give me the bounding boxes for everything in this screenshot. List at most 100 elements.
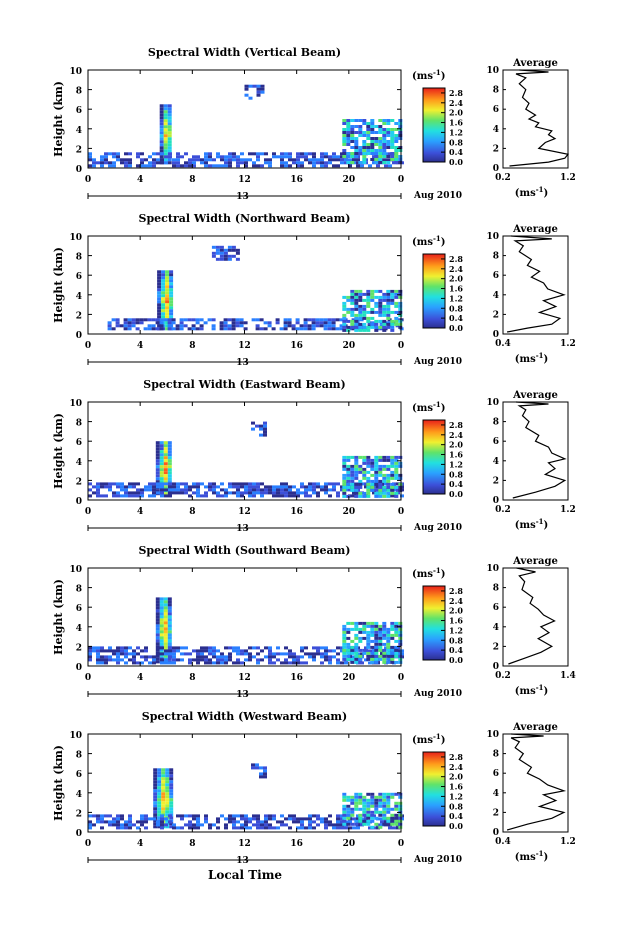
heatmap-cell xyxy=(256,482,260,486)
heatmap-cell xyxy=(159,615,164,619)
heatmap-cell xyxy=(100,826,104,830)
x-tick-label: 0 xyxy=(398,507,404,517)
heatmap-cell xyxy=(100,164,104,168)
heatmap-cell xyxy=(268,823,272,827)
heatmap-cell xyxy=(236,155,240,159)
heatmap-cell xyxy=(212,158,216,162)
heatmap-cell xyxy=(100,482,104,486)
heatmap-cell xyxy=(358,134,363,137)
heatmap-cell xyxy=(160,482,164,486)
heatmap-cell xyxy=(169,300,174,304)
heatmap-cell xyxy=(96,814,100,818)
heatmap-cell xyxy=(163,630,168,634)
heatmap-cell xyxy=(354,795,359,799)
heatmap-cell xyxy=(300,661,304,665)
heatmap-cell xyxy=(342,491,347,495)
x-tick-label: 0 xyxy=(85,341,91,351)
heatmap-cell xyxy=(390,654,395,658)
heatmap-cell xyxy=(168,649,172,653)
heatmap-cell xyxy=(124,161,128,165)
heatmap-cell xyxy=(354,152,359,155)
heatmap-cell xyxy=(208,485,212,489)
y-tick-label: 8 xyxy=(76,751,82,761)
heatmap-cell xyxy=(382,479,387,483)
date-tick-label: 13 xyxy=(236,358,249,368)
heatmap-cell xyxy=(268,646,272,650)
heatmap-cell xyxy=(168,652,172,656)
heatmap-cell xyxy=(156,820,160,824)
heatmap-cell xyxy=(236,658,240,662)
heatmap-cell xyxy=(148,655,152,659)
heatmap-cell xyxy=(366,131,371,134)
heatmap-cell xyxy=(352,826,356,830)
heatmap-cell xyxy=(160,494,164,498)
heatmap-cell xyxy=(220,482,224,486)
heatmap-cell xyxy=(366,328,371,332)
heatmap-cell xyxy=(152,491,156,495)
heatmap-cell xyxy=(167,143,172,147)
y-tick-label: 0 xyxy=(76,331,82,341)
heatmap-cell xyxy=(394,807,399,811)
y-tick-label: 10 xyxy=(69,565,82,575)
heatmap-cell xyxy=(163,456,168,460)
heatmap-cell xyxy=(300,485,304,489)
heatmap-cell xyxy=(374,798,379,802)
heatmap-cell xyxy=(161,789,166,793)
heatmap-cell xyxy=(195,321,200,325)
heatmap-cell xyxy=(390,295,395,299)
heatmap-cell xyxy=(276,658,280,662)
heatmap-cell xyxy=(172,652,176,656)
x-tick-label: 0 xyxy=(398,673,404,683)
heatmap-cell xyxy=(147,318,152,322)
heatmap-cell xyxy=(350,476,355,480)
heatmap-cell xyxy=(382,328,387,332)
heatmap-cell xyxy=(354,125,359,128)
heatmap-cell xyxy=(378,488,383,492)
heatmap-cell xyxy=(398,149,403,152)
heatmap-cell xyxy=(350,627,355,631)
heatmap-cell xyxy=(358,485,363,489)
heatmap-cell xyxy=(160,823,164,827)
heatmap-cell xyxy=(378,645,383,649)
heatmap-cell xyxy=(196,814,200,818)
heatmap-cell xyxy=(244,820,248,824)
heatmap-cell xyxy=(378,319,383,323)
heatmap-cell xyxy=(244,485,248,489)
heatmap-cell xyxy=(152,161,156,165)
heatmap-cell xyxy=(179,318,184,322)
heatmap-cell xyxy=(112,491,116,495)
heatmap-cell xyxy=(352,491,356,495)
heatmap-cell xyxy=(336,820,340,824)
heatmap-cell xyxy=(358,149,363,152)
heatmap-cell xyxy=(124,152,128,156)
heatmap-cell xyxy=(350,125,355,128)
heatmap-cell xyxy=(263,421,267,425)
heatmap-cell xyxy=(157,306,162,310)
heatmap-cell xyxy=(378,313,383,317)
heatmap-cell xyxy=(208,152,212,156)
heatmap-cell xyxy=(220,494,224,498)
heatmap-cell xyxy=(350,152,355,155)
heatmap-cell xyxy=(128,161,132,165)
colorbar-tick-label: 0.8 xyxy=(449,137,463,147)
heatmap-cell xyxy=(288,652,292,656)
heatmap-cell xyxy=(350,146,355,149)
colorbar-tick-label: 0.0 xyxy=(449,821,463,831)
heatmap-cell xyxy=(332,649,336,653)
average-x-tick-label: 1.2 xyxy=(560,505,576,515)
heatmap-cell xyxy=(354,319,359,323)
heatmap-cell xyxy=(223,254,228,258)
heatmap-cell xyxy=(161,294,166,298)
heatmap-cell xyxy=(144,655,148,659)
heatmap-cell xyxy=(358,146,363,149)
heatmap-cell xyxy=(228,491,232,495)
heatmap-cell xyxy=(223,257,228,261)
colorbar-unit-close: ) xyxy=(441,237,446,248)
date-label: Aug 2010 xyxy=(413,523,462,533)
heatmap-cell xyxy=(394,813,399,817)
heatmap-cell xyxy=(160,817,164,821)
heatmap-cell xyxy=(199,318,204,322)
heatmap-cell xyxy=(288,814,292,818)
heatmap-cell xyxy=(153,786,158,790)
heatmap-cell xyxy=(386,816,391,820)
